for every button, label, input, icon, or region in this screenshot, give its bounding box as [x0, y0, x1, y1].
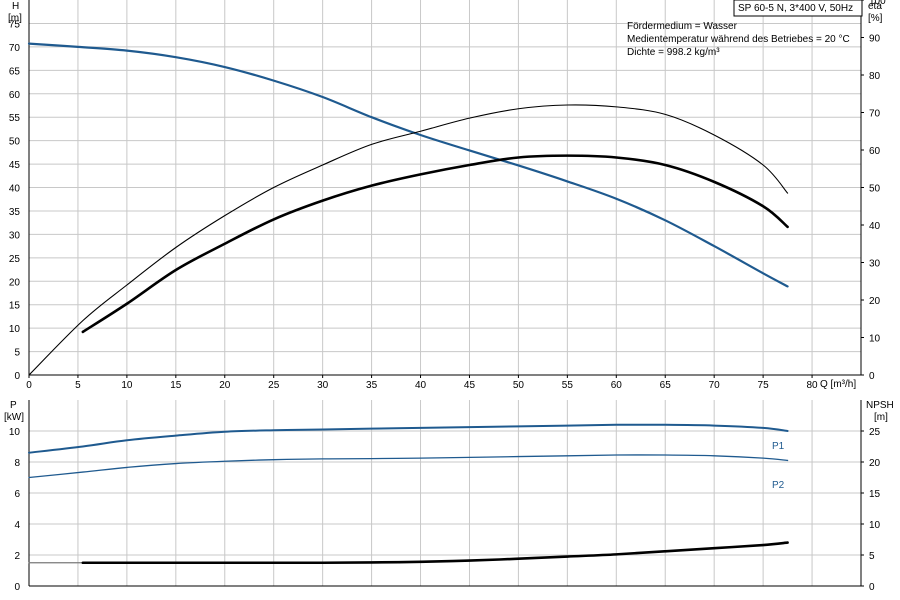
npsh-tick-label: 15 [869, 489, 881, 500]
npsh-tick-label: 0 [869, 582, 875, 593]
x-tick-label: 30 [317, 380, 329, 391]
x-tick-label: 50 [513, 380, 525, 391]
series-layer [27, 42, 789, 565]
series-label-p1: P1 [772, 441, 785, 452]
top-series-eta-thin [28, 104, 789, 376]
h-tick-label: 55 [9, 113, 21, 124]
x-tick-label: 15 [170, 380, 182, 391]
h-tick-label: 25 [9, 254, 21, 265]
ticks-layer: 0 5 10 15 20 25 30 35 40 45 50 55 60 65 70 75 8005101520… [9, 0, 886, 593]
p-tick-label: 2 [14, 551, 20, 562]
h-tick-label: 20 [9, 277, 21, 288]
p-axis-unit: [kW] [4, 412, 24, 423]
h-tick-label: 45 [9, 160, 21, 171]
eta-tick-label: 80 [869, 71, 881, 82]
x-tick-label: 45 [464, 380, 476, 391]
eta-tick-label: 50 [869, 184, 881, 195]
header-box-text: SP 60-5 N, 3*400 V, 50Hz [738, 3, 853, 14]
h-tick-label: 15 [9, 301, 21, 312]
eta-tick-label: 10 [869, 334, 881, 345]
top-series-h [27, 42, 789, 288]
eta-tick-label: 60 [869, 146, 881, 157]
eta-tick-label: 40 [869, 221, 881, 232]
info-line-density: Dichte = 998.2 kg/m³ [627, 47, 720, 58]
npsh-axis-title: NPSH [866, 400, 894, 411]
npsh-tick-label: 20 [869, 458, 881, 469]
grid-layer [29, 0, 861, 586]
h-tick-label: 70 [9, 43, 21, 54]
h-tick-label: 0 [14, 371, 20, 382]
eta-tick-label: 20 [869, 296, 881, 307]
x-tick-label: 5 [75, 380, 81, 391]
p-tick-label: 6 [14, 489, 20, 500]
x-tick-label: 35 [366, 380, 378, 391]
p-tick-label: 8 [14, 458, 20, 469]
eta-tick-label: 30 [869, 259, 881, 270]
x-tick-label: 20 [219, 380, 231, 391]
x-tick-label: 40 [415, 380, 427, 391]
h-tick-label: 40 [9, 184, 21, 195]
eta-tick-label: 90 [869, 34, 881, 45]
h-tick-label: 75 [9, 19, 21, 30]
h-tick-label: 30 [9, 230, 21, 241]
q-axis-title: Q [m³/h] [820, 379, 856, 390]
bottom-series-npsh [81, 541, 789, 565]
h-tick-label: 60 [9, 90, 21, 101]
p-tick-label: 0 [14, 582, 20, 593]
eta-tick-label: 70 [869, 109, 881, 120]
h-tick-label: 50 [9, 137, 21, 148]
eta-tick-label: 100 [869, 0, 886, 7]
p-axis-title: P [10, 400, 17, 411]
p-tick-label: 4 [14, 520, 20, 531]
h-tick-label: 35 [9, 207, 21, 218]
info-line-temperature: Medientemperatur während des Betriebes =… [627, 34, 850, 45]
eta-tick-label: 0 [869, 371, 875, 382]
header-box [733, 0, 863, 17]
h-tick-label: 10 [9, 324, 21, 335]
h-tick-label: 65 [9, 66, 21, 77]
p-tick-label: 10 [9, 427, 21, 438]
eta-axis-unit: [%] [868, 13, 883, 24]
h-axis-title: H [12, 1, 19, 12]
x-tick-label: 75 [758, 380, 770, 391]
axes-layer [28, 0, 862, 587]
bottom-series-p1 [28, 423, 789, 454]
npsh-tick-label: 5 [869, 551, 875, 562]
x-tick-label: 10 [121, 380, 133, 391]
top-series-eta-thick [81, 154, 789, 334]
x-tick-label: 80 [806, 380, 818, 391]
npsh-tick-label: 25 [869, 427, 881, 438]
x-tick-label: 25 [268, 380, 280, 391]
x-tick-label: 60 [611, 380, 623, 391]
info-line-medium: Fördermedium = Wasser [627, 21, 738, 32]
npsh-tick-label: 10 [869, 520, 881, 531]
h-axis-unit: [m] [8, 13, 22, 24]
x-tick-label: 70 [709, 380, 721, 391]
x-tick-label: 65 [660, 380, 672, 391]
eta-axis-title: eta [868, 1, 882, 12]
x-tick-label: 55 [562, 380, 574, 391]
series-label-p2: P2 [772, 480, 785, 491]
bottom-series-p2 [28, 454, 789, 479]
npsh-axis-unit: [m] [874, 412, 888, 423]
x-tick-label: 0 [26, 380, 32, 391]
h-tick-label: 5 [14, 348, 20, 359]
